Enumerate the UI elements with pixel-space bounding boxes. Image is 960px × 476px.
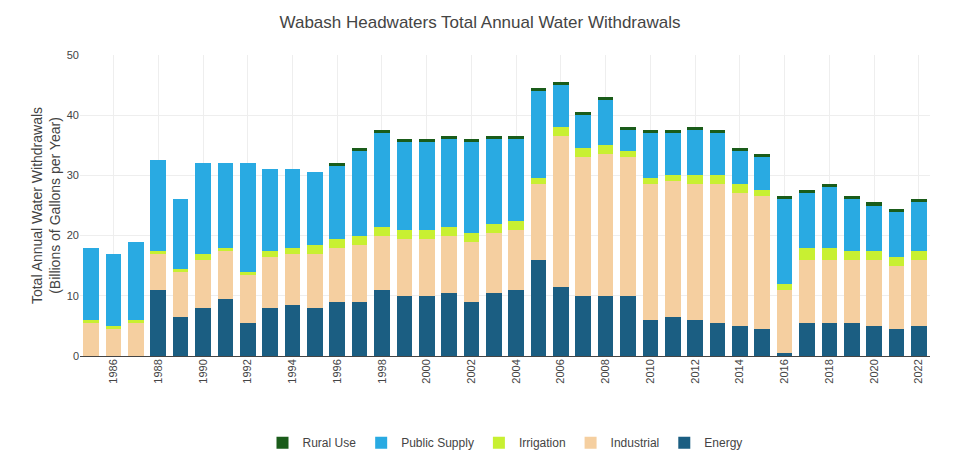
- svg-text:2002: 2002: [465, 359, 477, 383]
- svg-text:2014: 2014: [733, 359, 745, 383]
- svg-text:1996: 1996: [331, 359, 343, 383]
- svg-text:Energy: Energy: [704, 436, 742, 450]
- svg-text:2022: 2022: [912, 359, 924, 383]
- svg-text:2018: 2018: [823, 359, 835, 383]
- svg-text:2020: 2020: [868, 359, 880, 383]
- svg-text:40: 40: [67, 109, 79, 121]
- svg-text:2008: 2008: [599, 359, 611, 383]
- svg-text:2016: 2016: [778, 359, 790, 383]
- svg-text:10: 10: [67, 290, 79, 302]
- svg-text:1986: 1986: [107, 359, 119, 383]
- svg-text:1990: 1990: [197, 359, 209, 383]
- svg-text:2000: 2000: [420, 359, 432, 383]
- svg-text:2004: 2004: [510, 359, 522, 383]
- svg-text:1994: 1994: [286, 359, 298, 383]
- svg-text:2010: 2010: [644, 359, 656, 383]
- svg-text:Total Annual Water Withdrawals: Total Annual Water Withdrawals(Billions …: [29, 107, 63, 304]
- svg-text:50: 50: [67, 49, 79, 61]
- svg-text:1988: 1988: [152, 359, 164, 383]
- svg-text:Public Supply: Public Supply: [401, 436, 474, 450]
- svg-text:20: 20: [67, 229, 79, 241]
- svg-text:Industrial: Industrial: [611, 436, 660, 450]
- svg-text:2006: 2006: [554, 359, 566, 383]
- svg-text:Wabash Headwaters Total Annual: Wabash Headwaters Total Annual Water Wit…: [280, 13, 681, 32]
- svg-text:1992: 1992: [241, 359, 253, 383]
- svg-text:30: 30: [67, 169, 79, 181]
- svg-text:Rural Use: Rural Use: [303, 436, 357, 450]
- svg-text:1998: 1998: [376, 359, 388, 383]
- svg-text:0: 0: [73, 350, 79, 362]
- svg-text:2012: 2012: [689, 359, 701, 383]
- svg-text:Irrigation: Irrigation: [519, 436, 566, 450]
